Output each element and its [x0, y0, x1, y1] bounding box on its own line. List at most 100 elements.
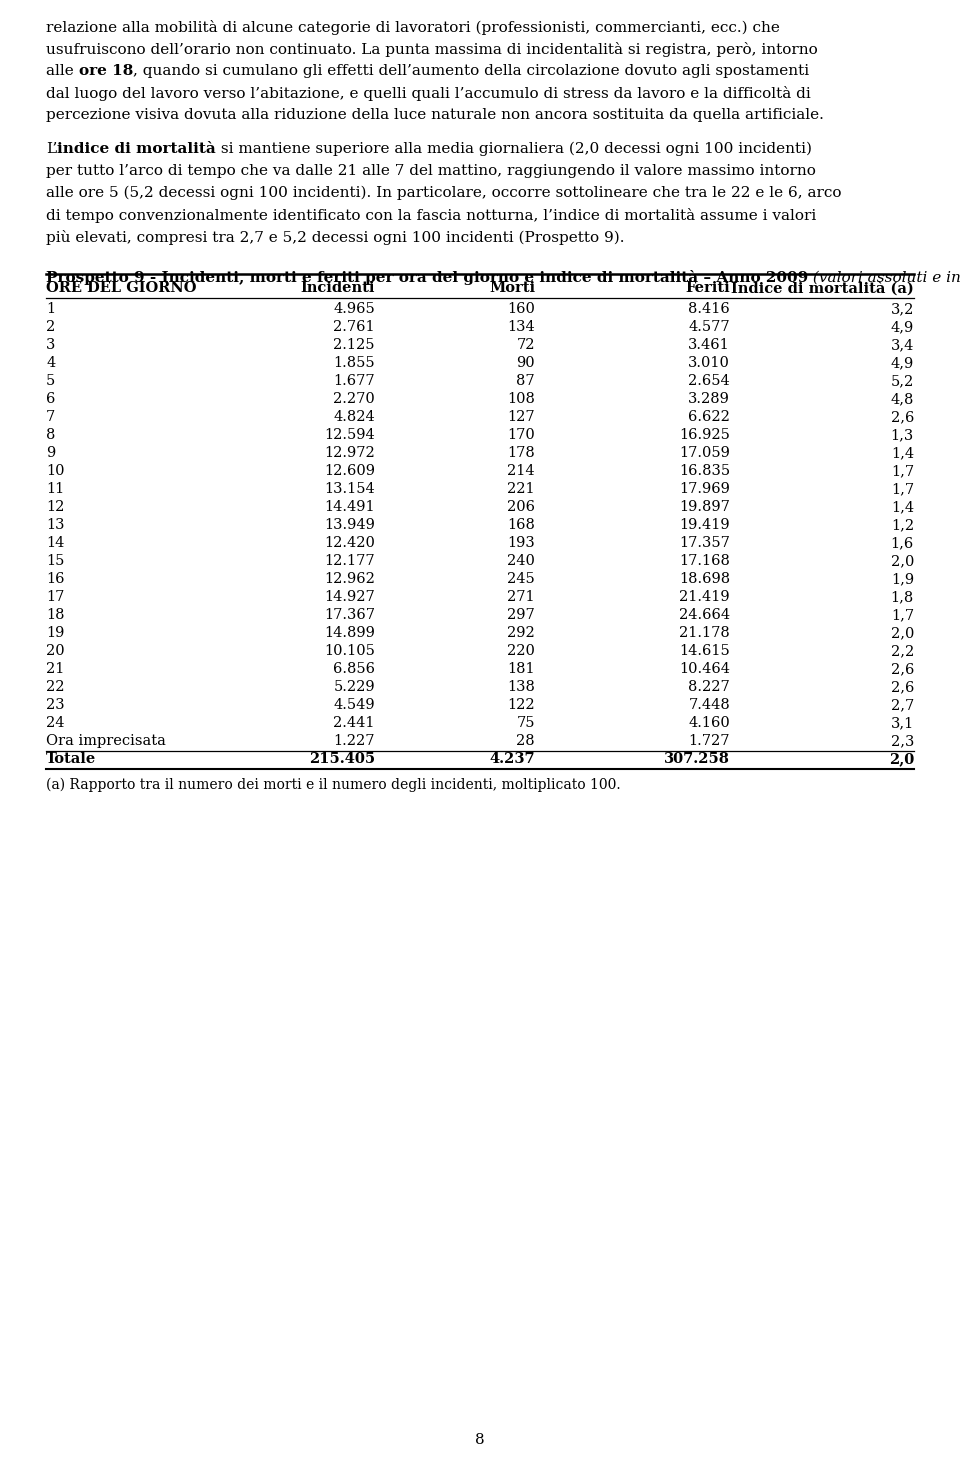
Text: 1.677: 1.677: [333, 375, 375, 388]
Text: di tempo convenzionalmente identificato con la fascia notturna, l’indice di mort: di tempo convenzionalmente identificato …: [46, 208, 816, 222]
Text: 17.969: 17.969: [679, 481, 730, 496]
Text: più elevati, compresi tra 2,7 e 5,2 decessi ogni 100 incidenti (Prospetto 9).: più elevati, compresi tra 2,7 e 5,2 dece…: [46, 230, 625, 244]
Text: 215.405: 215.405: [309, 752, 375, 767]
Text: 28: 28: [516, 734, 535, 748]
Text: 1,7: 1,7: [891, 481, 914, 496]
Text: 170: 170: [507, 429, 535, 442]
Text: 1,6: 1,6: [891, 535, 914, 550]
Text: 12.420: 12.420: [324, 535, 375, 550]
Text: 1,4: 1,4: [891, 500, 914, 514]
Text: 220: 220: [507, 644, 535, 658]
Text: Feriti: Feriti: [685, 281, 730, 296]
Text: 1.855: 1.855: [333, 356, 375, 370]
Text: 15: 15: [46, 554, 64, 568]
Text: 87: 87: [516, 375, 535, 388]
Text: alle: alle: [46, 64, 79, 78]
Text: percezione visiva dovuta alla riduzione della luce naturale non ancora sostituit: percezione visiva dovuta alla riduzione …: [46, 108, 824, 121]
Text: 3,2: 3,2: [891, 301, 914, 316]
Text: 245: 245: [507, 572, 535, 587]
Text: 1,4: 1,4: [891, 446, 914, 459]
Text: 17.357: 17.357: [679, 535, 730, 550]
Text: 4,9: 4,9: [891, 356, 914, 370]
Text: 8: 8: [475, 1432, 485, 1447]
Text: 2,0: 2,0: [891, 554, 914, 568]
Text: 2.270: 2.270: [333, 392, 375, 407]
Text: 4: 4: [46, 356, 56, 370]
Text: 4.160: 4.160: [688, 715, 730, 730]
Text: 8.227: 8.227: [688, 680, 730, 693]
Text: 14.927: 14.927: [324, 590, 375, 604]
Text: 307.258: 307.258: [664, 752, 730, 767]
Text: 13: 13: [46, 518, 64, 533]
Text: 7.448: 7.448: [688, 698, 730, 712]
Text: 240: 240: [507, 554, 535, 568]
Text: Prospetto 9 - Incidenti, morti e feriti per ora del giorno e indice di mortalità: Prospetto 9 - Incidenti, morti e feriti …: [46, 271, 808, 285]
Text: 271: 271: [508, 590, 535, 604]
Text: 18.698: 18.698: [679, 572, 730, 587]
Text: 1.727: 1.727: [688, 734, 730, 748]
Text: per tutto l’arco di tempo che va dalle 21 alle 7 del mattino, raggiungendo il va: per tutto l’arco di tempo che va dalle 2…: [46, 164, 816, 178]
Text: 19.419: 19.419: [680, 518, 730, 533]
Text: 23: 23: [46, 698, 64, 712]
Text: , quando si cumulano gli effetti dell’aumento della circolazione dovuto agli spo: , quando si cumulano gli effetti dell’au…: [133, 64, 809, 78]
Text: 214: 214: [508, 464, 535, 478]
Text: L’: L’: [46, 142, 58, 157]
Text: 14.899: 14.899: [324, 626, 375, 639]
Text: 12.962: 12.962: [324, 572, 375, 587]
Text: 11: 11: [46, 481, 64, 496]
Text: 1,7: 1,7: [891, 464, 914, 478]
Text: 13.949: 13.949: [324, 518, 375, 533]
Text: 6.856: 6.856: [333, 661, 375, 676]
Text: 19: 19: [46, 626, 64, 639]
Text: 20: 20: [46, 644, 64, 658]
Text: 13.154: 13.154: [324, 481, 375, 496]
Text: 14.615: 14.615: [680, 644, 730, 658]
Text: 5: 5: [46, 375, 56, 388]
Text: 8.416: 8.416: [688, 301, 730, 316]
Text: 2,6: 2,6: [891, 410, 914, 424]
Text: Indice di mortalità (a): Indice di mortalità (a): [732, 281, 914, 296]
Text: 2,2: 2,2: [891, 644, 914, 658]
Text: dal luogo del lavoro verso l’abitazione, e quelli quali l’accumulo di stress da : dal luogo del lavoro verso l’abitazione,…: [46, 86, 811, 101]
Text: 1: 1: [46, 301, 56, 316]
Text: 24.664: 24.664: [679, 609, 730, 622]
Text: 2.441: 2.441: [333, 715, 375, 730]
Text: ORE DEL GIORNO: ORE DEL GIORNO: [46, 281, 197, 296]
Text: 12.177: 12.177: [324, 554, 375, 568]
Text: 4.549: 4.549: [333, 698, 375, 712]
Text: 297: 297: [507, 609, 535, 622]
Text: 16: 16: [46, 572, 64, 587]
Text: 21.419: 21.419: [680, 590, 730, 604]
Text: 8: 8: [46, 429, 56, 442]
Text: 3.289: 3.289: [688, 392, 730, 407]
Text: 160: 160: [507, 301, 535, 316]
Text: 12.609: 12.609: [324, 464, 375, 478]
Text: 2,0: 2,0: [891, 626, 914, 639]
Text: 14: 14: [46, 535, 64, 550]
Text: 12.972: 12.972: [324, 446, 375, 459]
Text: 1,8: 1,8: [891, 590, 914, 604]
Text: 206: 206: [507, 500, 535, 514]
Text: 2.761: 2.761: [333, 320, 375, 334]
Text: 72: 72: [516, 338, 535, 353]
Text: 10.464: 10.464: [679, 661, 730, 676]
Text: 3,1: 3,1: [891, 715, 914, 730]
Text: 17.059: 17.059: [679, 446, 730, 459]
Text: 292: 292: [507, 626, 535, 639]
Text: 16.835: 16.835: [679, 464, 730, 478]
Text: 7: 7: [46, 410, 56, 424]
Text: 12: 12: [46, 500, 64, 514]
Text: 6.622: 6.622: [688, 410, 730, 424]
Text: 17: 17: [46, 590, 64, 604]
Text: 2,3: 2,3: [891, 734, 914, 748]
Text: 5,2: 5,2: [891, 375, 914, 388]
Text: indice di mortalità: indice di mortalità: [58, 142, 216, 157]
Text: 2,6: 2,6: [891, 661, 914, 676]
Text: 181: 181: [508, 661, 535, 676]
Text: 4.965: 4.965: [333, 301, 375, 316]
Text: 21.178: 21.178: [680, 626, 730, 639]
Text: 21: 21: [46, 661, 64, 676]
Text: 2,7: 2,7: [891, 698, 914, 712]
Text: 9: 9: [46, 446, 56, 459]
Text: 127: 127: [508, 410, 535, 424]
